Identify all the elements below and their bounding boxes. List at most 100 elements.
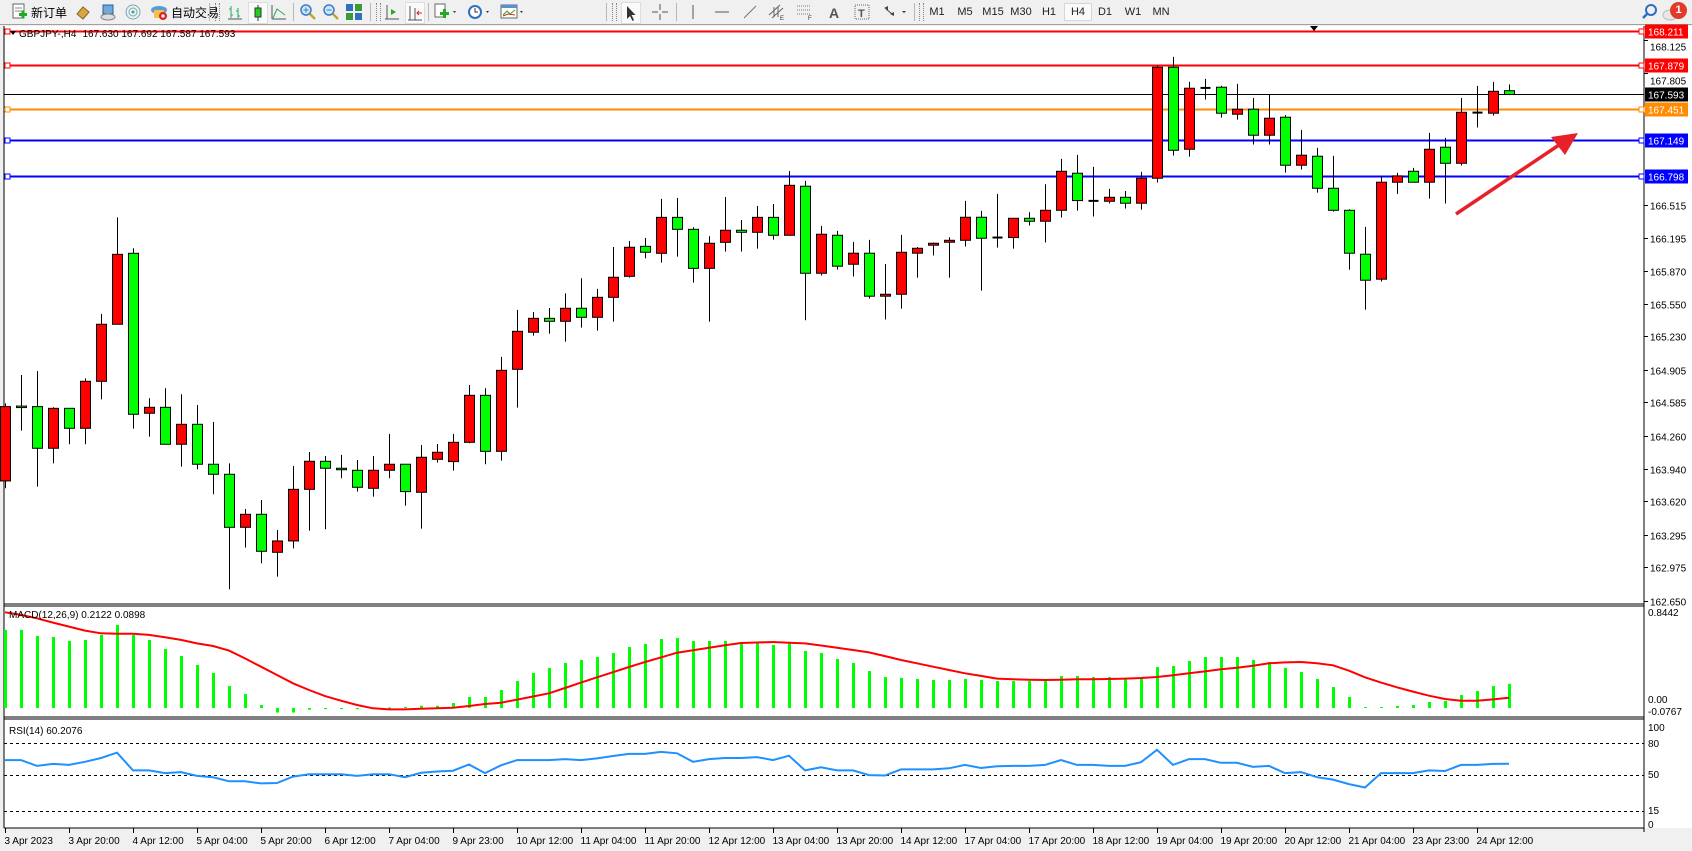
- candle-body: [288, 488, 299, 542]
- candle: [1360, 226, 1371, 310]
- vertical-line-button[interactable]: [684, 2, 702, 22]
- candle: [560, 293, 571, 342]
- chart-shift-button[interactable]: [405, 2, 425, 24]
- timeframe-d1[interactable]: D1: [1097, 6, 1113, 18]
- signals-button[interactable]: [124, 2, 142, 22]
- candle: [48, 407, 59, 464]
- candle-body: [1184, 87, 1195, 150]
- horizontal-line-button[interactable]: [713, 2, 731, 22]
- candle-body: [240, 513, 251, 528]
- tile-windows-button[interactable]: [345, 2, 363, 22]
- price-tick-label: 165.870: [1650, 268, 1687, 279]
- candle-body: [736, 229, 747, 233]
- cursor-button[interactable]: [621, 2, 641, 24]
- line-handle[interactable]: [4, 62, 11, 69]
- line-handle[interactable]: [4, 173, 11, 180]
- candle: [1312, 147, 1323, 193]
- templates-button[interactable]: [500, 2, 526, 22]
- candle: [1056, 158, 1067, 218]
- price-tick-label: 164.260: [1650, 433, 1687, 444]
- arrows-button[interactable]: [881, 2, 909, 22]
- zoom-in-button[interactable]: [299, 2, 317, 22]
- navigator-button[interactable]: [99, 2, 117, 22]
- line-handle[interactable]: [1638, 106, 1645, 113]
- candle: [1376, 175, 1387, 282]
- tile-windows-icon: [346, 4, 362, 20]
- auto-scroll-button[interactable]: [383, 2, 401, 22]
- macd-histogram-bar: [628, 647, 631, 708]
- macd-histogram-bar: [1236, 657, 1239, 708]
- line-handle[interactable]: [1638, 173, 1645, 180]
- candle: [704, 236, 715, 322]
- candle-body: [176, 423, 187, 445]
- candle: [1408, 167, 1419, 183]
- timeframe-w1[interactable]: W1: [1124, 6, 1142, 18]
- candle-body: [16, 405, 27, 409]
- candle: [1216, 85, 1227, 118]
- timeframe-m15[interactable]: M15: [982, 6, 1004, 18]
- candle: [880, 263, 891, 320]
- time-label: 18 Apr 12:00: [1093, 836, 1150, 847]
- candle: [400, 463, 411, 506]
- line-handle[interactable]: [4, 137, 11, 144]
- periods-button[interactable]: [466, 2, 492, 22]
- candle-body: [224, 473, 235, 528]
- macd-histogram-bar: [356, 708, 359, 710]
- text-label-button[interactable]: T: [853, 2, 871, 22]
- timeframe-m30[interactable]: M30: [1010, 6, 1032, 18]
- candle-body: [352, 469, 363, 488]
- macd-signal-line: [4, 611, 1510, 711]
- equidistant-channel-button[interactable]: E: [768, 2, 786, 22]
- line-handle[interactable]: [4, 28, 11, 35]
- new-chart-button[interactable]: [433, 2, 459, 22]
- trendline-button[interactable]: [741, 2, 759, 22]
- zoom-out-button[interactable]: [322, 2, 340, 22]
- timeframe-m1[interactable]: M1: [929, 6, 945, 18]
- time-label: 13 Apr 04:00: [773, 836, 830, 847]
- new-order-button[interactable]: 新订单: [10, 2, 67, 22]
- time-label: 3 Apr 20:00: [69, 836, 121, 847]
- macd-histogram-bar: [1220, 657, 1223, 708]
- macd-histogram-bar: [1444, 700, 1447, 708]
- line-handle[interactable]: [4, 106, 11, 113]
- time-label: 11 Apr 20:00: [645, 836, 701, 847]
- candle-body: [768, 216, 779, 236]
- candle: [112, 217, 123, 325]
- macd-histogram-bar: [1092, 677, 1095, 708]
- line-chart-button[interactable]: [270, 2, 288, 22]
- price-tag: [1645, 133, 1688, 148]
- candle: [944, 237, 955, 278]
- search-button[interactable]: [1641, 2, 1659, 22]
- line-handle[interactable]: [1638, 137, 1645, 144]
- timeframe-m5[interactable]: M5: [957, 6, 973, 18]
- fibonacci-button[interactable]: F: [796, 2, 814, 22]
- price-tick-label: 166.195: [1650, 235, 1687, 246]
- chart-shift-marker[interactable]: [1310, 26, 1318, 31]
- crosshair-button[interactable]: [651, 2, 669, 22]
- text-button[interactable]: A: [825, 2, 843, 22]
- rsi-axis-label: 50: [1648, 770, 1660, 781]
- price-tag-label: 166.798: [1648, 173, 1685, 184]
- candle-body: [912, 247, 923, 254]
- bar-chart-button[interactable]: [226, 2, 244, 22]
- candle: [928, 242, 939, 256]
- timeframe-h1[interactable]: H1: [1041, 6, 1057, 18]
- line-handle[interactable]: [1638, 28, 1645, 35]
- macd-histogram-bar: [836, 658, 839, 708]
- candle-body: [64, 407, 75, 429]
- macd-histogram-bar: [1396, 705, 1399, 708]
- auto-trading-button[interactable]: 自动交易: [150, 2, 219, 22]
- market-watch-button[interactable]: [74, 2, 92, 22]
- collapse-triangle-icon[interactable]: [10, 31, 16, 35]
- candle: [304, 451, 315, 531]
- trend-arrow[interactable]: [1455, 133, 1578, 216]
- timeframe-mn[interactable]: MN: [1152, 6, 1170, 18]
- candlestick-button[interactable]: [248, 2, 268, 24]
- macd-histogram-bar: [244, 694, 247, 708]
- timeframe-h4[interactable]: H4: [1064, 3, 1092, 21]
- line-handle[interactable]: [1638, 62, 1645, 69]
- candle-body: [1312, 155, 1323, 189]
- candle: [16, 374, 27, 431]
- candle-body: [816, 233, 827, 274]
